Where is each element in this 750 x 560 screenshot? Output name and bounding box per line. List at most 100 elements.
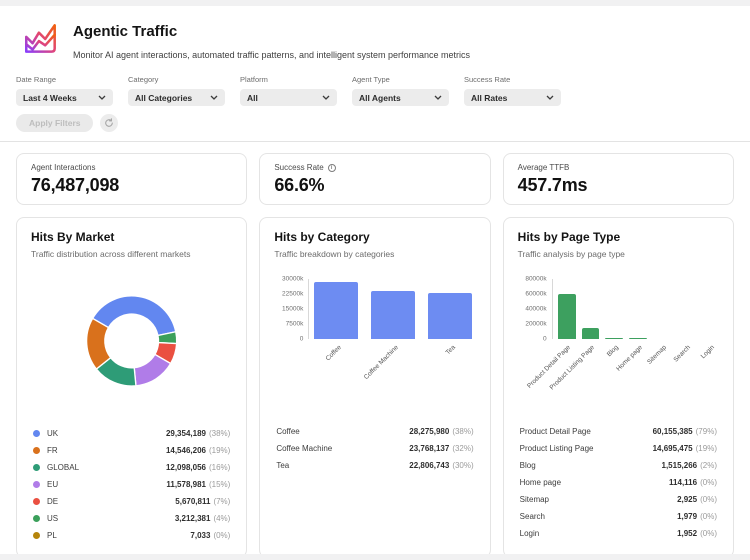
- row-percent: (0%): [213, 531, 231, 540]
- row-value: 11,578,981: [166, 480, 206, 489]
- row-value-group: 5,670,811 (7%): [175, 497, 230, 506]
- legend-dot: [33, 498, 40, 505]
- apply-filters-button[interactable]: Apply Filters: [16, 114, 94, 132]
- list-item-coffee-machine[interactable]: Coffee Machine 23,768,137 (32%): [274, 440, 475, 457]
- row-label-group: Tea: [276, 461, 289, 470]
- filter-select-agent-type[interactable]: All Agents: [352, 89, 449, 106]
- filter-select-date-range[interactable]: Last 4 Weeks: [16, 89, 113, 106]
- row-value-group: 1,515,266 (2%): [662, 461, 717, 470]
- x-axis-label: Search: [671, 344, 692, 364]
- selected-value: All Rates: [471, 92, 508, 103]
- row-label-group: Coffee Machine: [276, 444, 332, 453]
- row-value: 14,695,475: [652, 444, 693, 453]
- filter-actions: Apply Filters: [0, 114, 750, 132]
- row-label-group: PL: [33, 531, 57, 540]
- bar-coffee-machine[interactable]: [371, 291, 416, 339]
- list-item-product-detail-page[interactable]: Product Detail Page 60,155,385 (79%): [518, 423, 719, 440]
- info-icon[interactable]: i: [327, 163, 336, 172]
- row-label-group: EU: [33, 480, 58, 489]
- list-item-sitemap[interactable]: Sitemap 2,925 (0%): [518, 491, 719, 508]
- filter-label: Agent Type: [352, 75, 390, 84]
- page-title: Agentic Traffic: [73, 23, 178, 40]
- selected-value: All: [247, 92, 258, 103]
- row-value-group: 3,212,381 (4%): [175, 514, 230, 523]
- list-item-home-page[interactable]: Home page 114,116 (0%): [518, 474, 719, 491]
- list-item-blog[interactable]: Blog 1,515,266 (2%): [518, 457, 719, 474]
- row-label-group: US: [33, 514, 58, 523]
- selected-value: Last 4 Weeks: [23, 92, 77, 103]
- y-axis-tick: 15000k: [282, 305, 304, 313]
- legend-item-uk[interactable]: UK 29,354,189 (38%): [31, 425, 232, 442]
- refresh-icon: [105, 118, 114, 127]
- row-label-group: DE: [33, 497, 58, 506]
- filter-select-platform[interactable]: All: [240, 89, 337, 106]
- chevron-down-icon: [546, 95, 554, 100]
- filter-select-category[interactable]: All Categories: [128, 89, 225, 106]
- filter-platform: Platform All: [240, 75, 337, 106]
- legend-item-global[interactable]: GLOBAL 12,098,056 (16%): [31, 459, 232, 476]
- filters-row: Date Range Last 4 Weeks Category All Catego…: [0, 75, 750, 106]
- legend-item-pl[interactable]: PL 7,033 (0%): [31, 527, 232, 544]
- legend-dot: [33, 447, 40, 454]
- legend-item-de[interactable]: DE 5,670,811 (7%): [31, 493, 232, 510]
- donut-slice-fr[interactable]: [85, 317, 112, 370]
- filter-date-range: Date Range Last 4 Weeks: [16, 75, 113, 106]
- reset-filters-button[interactable]: [100, 114, 119, 132]
- page-header: Agentic Traffic Monitor AI agent interac…: [0, 6, 750, 60]
- legend-item-eu[interactable]: EU 11,578,981 (15%): [31, 476, 232, 493]
- row-value: 1,979: [677, 512, 698, 521]
- donut-slice-uk[interactable]: [91, 295, 177, 337]
- row-percent: (0%): [700, 512, 717, 521]
- row-percent: (38%): [208, 429, 231, 438]
- row-percent: (0%): [700, 478, 717, 487]
- row-value-group: 60,155,385 (79%): [653, 427, 717, 436]
- list-item-tea[interactable]: Tea 22,806,743 (30%): [274, 457, 475, 474]
- selected-value: All Categories: [135, 92, 193, 103]
- chevron-down-icon: [210, 95, 218, 100]
- filter-label: Success Rate: [464, 75, 511, 84]
- row-value-group: 114,116 (0%): [669, 478, 717, 487]
- bar-product-detail-page[interactable]: [557, 293, 576, 339]
- section-divider: [0, 141, 750, 142]
- row-value: 12,098,056: [165, 463, 206, 472]
- row-label: Coffee Machine: [276, 444, 333, 453]
- plot-bars: [551, 279, 719, 339]
- row-label: Login: [519, 529, 540, 538]
- y-axis-tick: 0: [299, 335, 304, 343]
- metrics-row: Agent Interactions 76,487,098 Success Rate…: [16, 153, 734, 205]
- y-axis-tick: 80000k: [525, 275, 547, 283]
- metric-card-agent-interactions: Agent Interactions 76,487,098: [16, 153, 248, 205]
- row-value: 14,546,206: [165, 446, 206, 455]
- metric-label: Success Rate: [274, 163, 324, 172]
- row-label-group: Login: [520, 529, 540, 538]
- y-axis-tick: 40000k: [525, 305, 547, 313]
- row-label: EU: [47, 480, 59, 489]
- metric-label-row: Average TTFB: [518, 163, 719, 172]
- list-item-product-listing-page[interactable]: Product Listing Page 14,695,475 (19%): [518, 440, 719, 457]
- filter-select-success-rate[interactable]: All Rates: [464, 89, 561, 106]
- row-label: DE: [47, 497, 59, 506]
- row-percent: (30%): [452, 461, 474, 470]
- chart-card-hits-by-market: Hits By Market Traffic distribution acros…: [16, 217, 248, 554]
- list-item-login[interactable]: Login 1,952 (0%): [518, 525, 719, 542]
- legend-item-fr[interactable]: FR 14,546,206 (19%): [31, 442, 232, 459]
- list-item-coffee[interactable]: Coffee 28,275,980 (38%): [274, 423, 475, 440]
- row-label-group: Home page: [520, 478, 561, 487]
- row-label-group: FR: [33, 446, 58, 455]
- bar-blog[interactable]: [605, 337, 624, 339]
- row-label-group: Product Listing Page: [520, 444, 594, 453]
- row-value: 29,354,189: [165, 429, 206, 438]
- bar-coffee[interactable]: [314, 282, 359, 339]
- row-label: Product Listing Page: [519, 444, 594, 453]
- row-label-group: Product Detail Page: [520, 427, 591, 436]
- metric-value: 66.6%: [274, 175, 325, 195]
- plot-bars: [308, 279, 475, 339]
- bar-home-page[interactable]: [629, 338, 648, 339]
- bar-tea[interactable]: [428, 293, 473, 339]
- legend-item-us[interactable]: US 3,212,381 (4%): [31, 510, 232, 527]
- bar-product-listing-page[interactable]: [581, 327, 600, 339]
- chevron-down-icon: [98, 95, 106, 100]
- legend-dot: [33, 532, 40, 539]
- dashboard-page: Agentic Traffic Monitor AI agent interac…: [0, 6, 750, 554]
- list-item-search[interactable]: Search 1,979 (0%): [518, 508, 719, 525]
